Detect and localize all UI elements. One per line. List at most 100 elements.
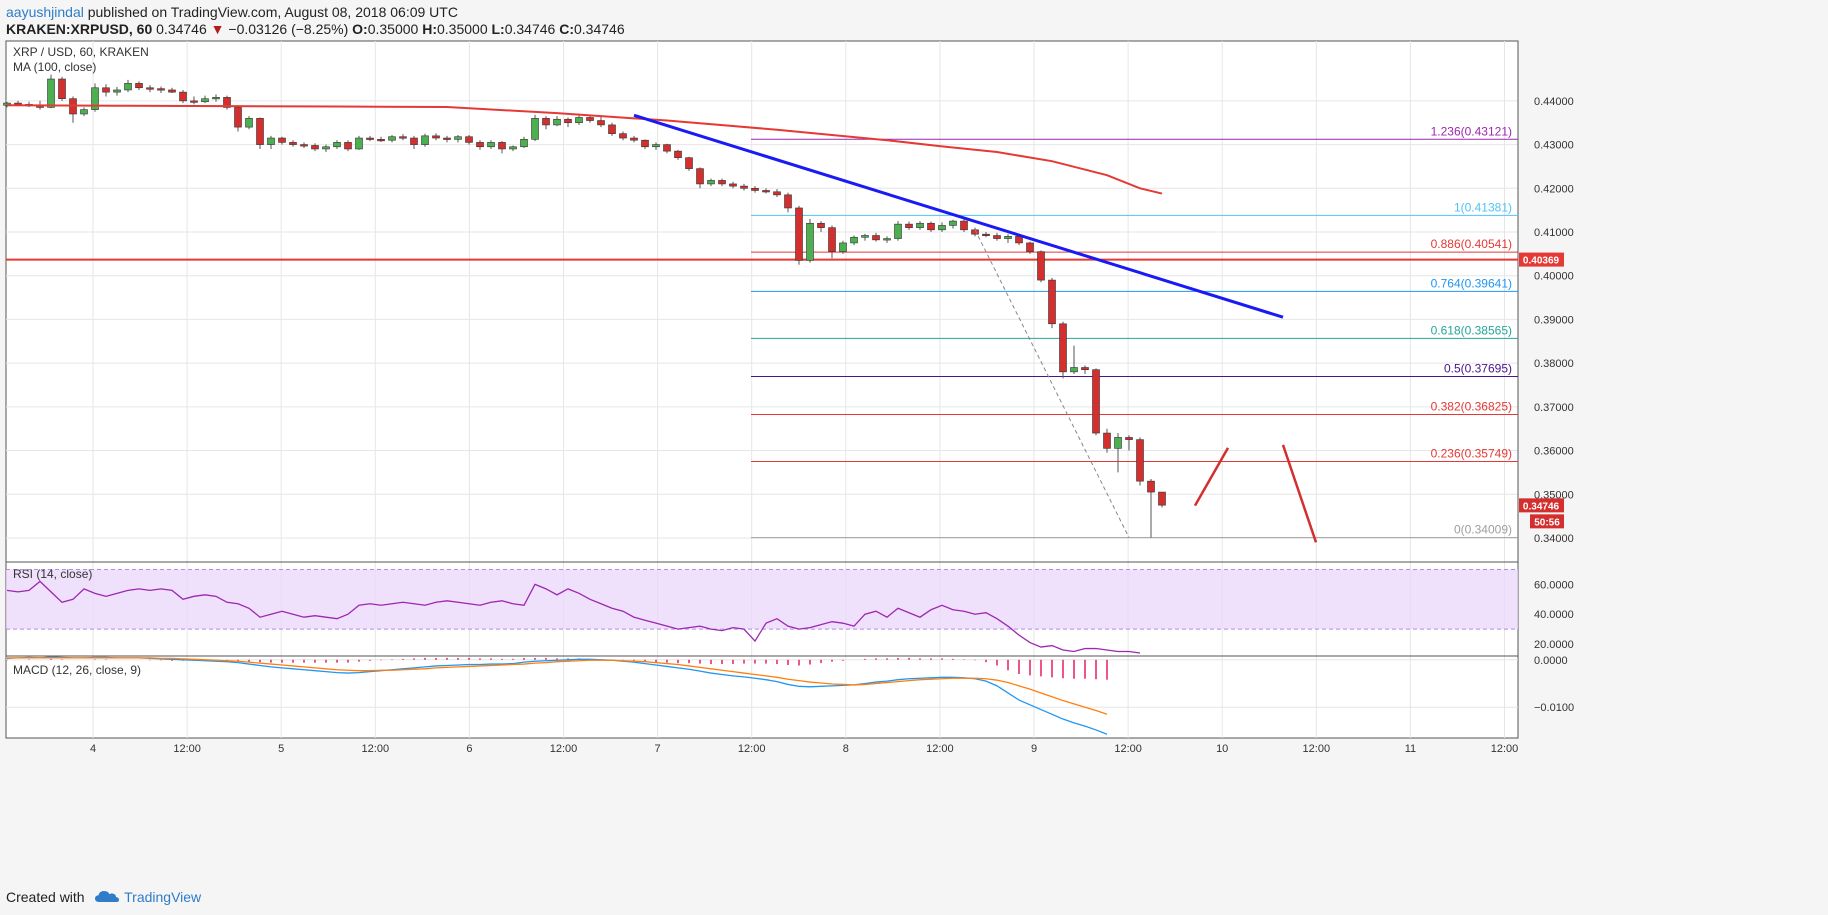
- x-tick-label: 12:00: [926, 743, 954, 755]
- projection-down-line: [1281, 444, 1318, 543]
- candle-body: [641, 139, 649, 148]
- candle-body: [861, 235, 869, 238]
- candle-body: [487, 142, 495, 148]
- price-tick-label: 0.43000: [1534, 140, 1574, 152]
- candle-body: [828, 227, 836, 252]
- candle-body: [542, 118, 550, 126]
- candle-body: [564, 118, 572, 124]
- rsi-tick-label: 60.0000: [1534, 579, 1574, 591]
- x-tick-label: 5: [278, 743, 284, 755]
- candle-body: [410, 137, 418, 145]
- rsi-band: [6, 569, 1518, 630]
- author-link[interactable]: aayushjindal: [6, 4, 84, 20]
- candle-body: [674, 150, 682, 159]
- candle-body: [135, 83, 143, 89]
- candle-body: [1147, 480, 1155, 493]
- candle-body: [806, 222, 814, 261]
- candle-body: [938, 225, 946, 231]
- candle-body: [1103, 432, 1111, 449]
- candle-body: [784, 194, 792, 209]
- candle-body: [212, 97, 220, 100]
- candle-body: [795, 207, 803, 261]
- candle-body: [1114, 437, 1122, 449]
- candle-body: [751, 187, 759, 191]
- candle-body: [1059, 323, 1067, 373]
- candle-body: [740, 185, 748, 189]
- fib-level-label: 0.764(0.39641): [1431, 276, 1512, 290]
- x-tick-label: 12:00: [1114, 743, 1142, 755]
- candle-body: [190, 100, 198, 103]
- high-label: H:: [422, 21, 437, 37]
- candle-body: [289, 142, 297, 145]
- candle-body: [223, 97, 231, 108]
- candle-body: [916, 222, 924, 228]
- candle-body: [630, 137, 638, 141]
- candle-body: [333, 142, 341, 148]
- fib-level-label: 0.886(0.40541): [1431, 237, 1512, 251]
- x-tick-label: 10: [1216, 743, 1228, 755]
- candle-body: [1048, 279, 1056, 325]
- countdown-tag: [1530, 514, 1564, 529]
- fib-level-label: 0.382(0.36825): [1431, 399, 1512, 413]
- fib-level-label: 0.618(0.38565): [1431, 323, 1512, 337]
- candle-body: [179, 91, 187, 102]
- x-tick-label: 12:00: [173, 743, 201, 755]
- fib-level-label: 1.236(0.43121): [1431, 124, 1512, 138]
- x-tick-label: 7: [655, 743, 661, 755]
- candle-body: [883, 238, 891, 241]
- trading-chart[interactable]: 4 12:00 5 12:00 6 12:00 7 12:00 8 12:00 9 12:00 10 12…: [0, 40, 1828, 880]
- candle-body: [1004, 236, 1012, 239]
- close-value: 0.34746: [574, 21, 625, 37]
- candle-body: [58, 78, 66, 99]
- candle-body: [762, 190, 770, 193]
- published-info: published on TradingView.com, August 08,…: [83, 4, 458, 20]
- candle-body: [234, 107, 242, 128]
- high-value: 0.35000: [437, 21, 488, 37]
- tradingview-cloud-icon: [95, 891, 120, 902]
- rsi-title: RSI (14, close): [13, 567, 92, 581]
- candle-body: [696, 168, 704, 185]
- rsi-tick-label: 40.0000: [1534, 609, 1574, 621]
- fib-level-label: 1(0.41381): [1454, 200, 1512, 214]
- candle-body: [80, 109, 88, 115]
- x-tick-label: 11: [1405, 743, 1416, 755]
- x-tick-label: 9: [1031, 743, 1037, 755]
- candle-body: [982, 233, 990, 236]
- price-tick-label: 0.37000: [1534, 402, 1574, 414]
- chart-header: aayushjindal published on TradingView.co…: [0, 0, 1828, 40]
- macd-tick-label: 0.0000: [1534, 655, 1568, 667]
- tradingview-link[interactable]: TradingView: [124, 889, 202, 905]
- support-price-label: 0.40369: [1523, 256, 1560, 267]
- price-tick-label: 0.39000: [1534, 314, 1574, 326]
- candle-body: [927, 222, 935, 231]
- x-tick-label: 12:00: [1491, 743, 1519, 755]
- price-tick-label: 0.44000: [1534, 96, 1574, 108]
- candle-body: [146, 87, 154, 90]
- candle-body: [773, 191, 781, 196]
- candle-body: [553, 118, 561, 126]
- candle-body: [597, 120, 605, 126]
- bearish-trendline: [633, 113, 1284, 319]
- candle-body: [663, 144, 671, 152]
- x-tick-label: 4: [90, 743, 96, 755]
- close-label: C:: [559, 21, 574, 37]
- candle-body: [905, 223, 913, 228]
- candle-body: [729, 183, 737, 187]
- candle-body: [443, 137, 451, 140]
- candle-body: [575, 117, 583, 124]
- candle-body: [366, 137, 374, 140]
- countdown-label: 50:56: [1534, 517, 1560, 528]
- candle-body: [102, 87, 110, 93]
- x-tick-label: 6: [466, 743, 472, 755]
- price-change: −0.03126 (−8.25%): [228, 21, 349, 37]
- rsi-line: [6, 580, 1141, 654]
- candle-body: [619, 133, 627, 139]
- price-tick-label: 0.41000: [1534, 227, 1574, 239]
- candle-body: [652, 144, 660, 148]
- fib-level-label: 0.5(0.37695): [1444, 361, 1512, 375]
- candle-body: [894, 223, 902, 239]
- candle-body: [498, 142, 506, 150]
- candle-body: [245, 118, 253, 128]
- ohlc-line: KRAKEN:XRPUSD, 60 0.34746 ▼ −0.03126 (−8…: [6, 21, 625, 37]
- candle-body: [531, 118, 539, 140]
